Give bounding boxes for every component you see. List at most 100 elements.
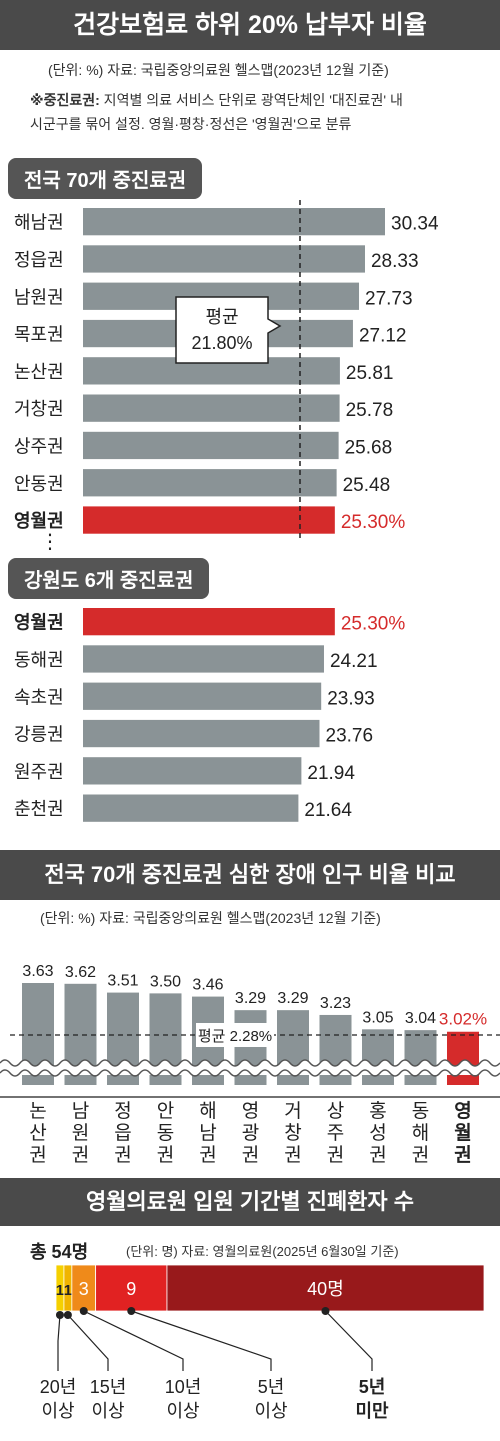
category-label-char: 성 — [369, 1122, 386, 1144]
callout-label-line2: 이상 — [41, 1401, 74, 1421]
category-label: 정읍권 — [14, 250, 64, 270]
value-label: 3.50 — [150, 973, 181, 990]
average-callout-value: 21.80% — [191, 333, 252, 353]
callout-line — [83, 1310, 184, 1371]
category-label-char: 정 — [114, 1100, 131, 1122]
value-label: 3.02% — [439, 1010, 487, 1029]
category-label-char: 주 — [327, 1123, 344, 1144]
definition-note: ※중진료권: 지역별 의료 서비스 단위로 광역단체인 '대진료권' 내 시군구… — [30, 88, 490, 136]
category-label-char: 동 — [412, 1101, 429, 1122]
callout-label-line1: 5년 — [359, 1377, 386, 1397]
category-label-char: 권 — [199, 1144, 216, 1166]
category-label-char: 안 — [157, 1100, 174, 1122]
ellipsis-icon: ⋮ — [40, 531, 60, 553]
bar — [404, 1030, 437, 1085]
category-label: 속초권 — [14, 687, 64, 707]
category-label-char: 권 — [242, 1144, 259, 1166]
definition-text-1: 지역별 의료 서비스 단위로 광역단체인 '대진료권' 내 — [99, 92, 403, 108]
value-label: 3.63 — [22, 963, 53, 980]
segment-bar — [166, 1264, 485, 1312]
category-label-char: 영 — [454, 1100, 471, 1122]
value-label: 21.94 — [307, 763, 355, 784]
axis-break-line — [0, 1059, 500, 1067]
average-label-bg — [196, 1023, 274, 1047]
bar — [83, 794, 299, 822]
value-label: 25.48 — [343, 475, 391, 496]
category-label: 해남권 — [14, 213, 64, 233]
category-label-char: 해 — [412, 1122, 429, 1144]
bar — [83, 608, 335, 636]
category-label-char: 권 — [454, 1144, 471, 1166]
category-label: 안동권 — [14, 474, 64, 494]
value-label: 27.12 — [359, 326, 407, 347]
category-label-char: 읍 — [114, 1123, 131, 1144]
bar — [83, 506, 335, 534]
segment-value-label: 3 — [79, 1279, 89, 1299]
category-label-char: 권 — [412, 1144, 429, 1166]
category-label-char: 권 — [284, 1144, 301, 1166]
callout-label-line1: 10년 — [165, 1377, 202, 1397]
bar — [447, 1031, 479, 1085]
bar — [83, 719, 320, 748]
category-label-char: 권 — [29, 1144, 46, 1166]
category-label: 영월권 — [14, 511, 64, 531]
value-label: 25.30% — [341, 512, 406, 533]
bar — [83, 394, 340, 422]
average-label: 평균 2.28% — [198, 1028, 272, 1045]
category-label: 거창권 — [14, 399, 64, 419]
bar — [83, 469, 337, 497]
callout-label-line2: 이상 — [91, 1401, 124, 1421]
callout-label-line1: 15년 — [90, 1377, 127, 1397]
value-label: 24.21 — [330, 651, 378, 672]
category-label: 강릉권 — [14, 725, 64, 745]
category-label: 상주권 — [14, 436, 64, 456]
bar — [362, 1029, 394, 1085]
category-label-char: 창 — [284, 1122, 301, 1144]
value-label: 3.29 — [235, 990, 266, 1007]
bar — [83, 245, 365, 273]
axis-break-band — [0, 1060, 500, 1075]
section-national-label: 전국 70개 중진료권 — [8, 158, 203, 199]
segment-value-label: 1 — [56, 1282, 64, 1299]
segment-value-label: 9 — [126, 1279, 136, 1299]
value-label: 23.93 — [327, 688, 375, 709]
disability-title: 전국 70개 중진료권 심한 장애 인구 비율 비교 — [0, 850, 500, 900]
value-label: 3.23 — [320, 995, 351, 1012]
category-label-char: 논 — [29, 1101, 46, 1122]
average-callout-box — [175, 296, 282, 364]
value-label: 28.33 — [371, 251, 419, 272]
category-label: 원주권 — [14, 762, 64, 782]
category-label-char: 월 — [454, 1122, 471, 1144]
segment-value-label: 40명 — [307, 1279, 344, 1299]
value-label: 3.46 — [192, 977, 223, 994]
disability-bar-chart: 3.63논산권3.62남원권3.51정읍권3.50안동권3.46해남권3.29영… — [0, 963, 500, 1166]
category-label-char: 영 — [242, 1100, 259, 1122]
gangwon-bar-chart: 영월권 25.30% 동해권 24.21 속초권 23.93 강릉권 23.76 원주권 21.9… — [14, 608, 405, 822]
national-bar-chart: 해남권 30.34 정읍권 28.33 남원권 27.73 목포권 27.12 논산권 25.81… — [14, 200, 439, 540]
bar — [83, 757, 302, 785]
category-label-char: 권 — [114, 1144, 131, 1166]
value-label: 3.29 — [277, 990, 308, 1007]
average-callout-label: 평균 — [205, 307, 238, 327]
section-gangwon-label: 강원도 6개 중진료권 — [8, 558, 210, 599]
axis-break-line — [0, 1069, 500, 1077]
total-count: 총 54명 — [30, 1242, 89, 1262]
category-label-char: 홍 — [369, 1100, 386, 1122]
category-label-char: 거 — [284, 1100, 301, 1122]
value-label: 25.68 — [345, 437, 393, 458]
bar — [83, 431, 339, 460]
definition-text-2: 시군구를 묶어 설정. 영월·평창·정선은 '영월권'으로 분류 — [30, 116, 352, 132]
value-label: 21.64 — [304, 800, 352, 821]
value-label: 3.05 — [362, 1009, 393, 1026]
source-note-1: (단위: %) 자료: 국립중앙의료원 헬스맵(2023년 12월 기준) — [48, 62, 389, 78]
callout-label-line2: 이상 — [166, 1401, 199, 1421]
value-label: 25.81 — [346, 363, 394, 384]
callout-line — [67, 1314, 109, 1371]
category-label-char: 남 — [199, 1122, 216, 1144]
segment-value-label: 1 — [64, 1282, 72, 1299]
pneumoconiosis-title: 영월의료원 입원 기간별 진폐환자 수 — [0, 1178, 500, 1226]
category-label: 영월권 — [14, 613, 64, 633]
callout-label-line2: 미만 — [355, 1401, 389, 1421]
source-note-3: (단위: %) 자료: 국립중앙의료원 헬스맵(2023년 12월 기준) — [40, 910, 381, 926]
category-label-char: 동 — [157, 1123, 174, 1144]
